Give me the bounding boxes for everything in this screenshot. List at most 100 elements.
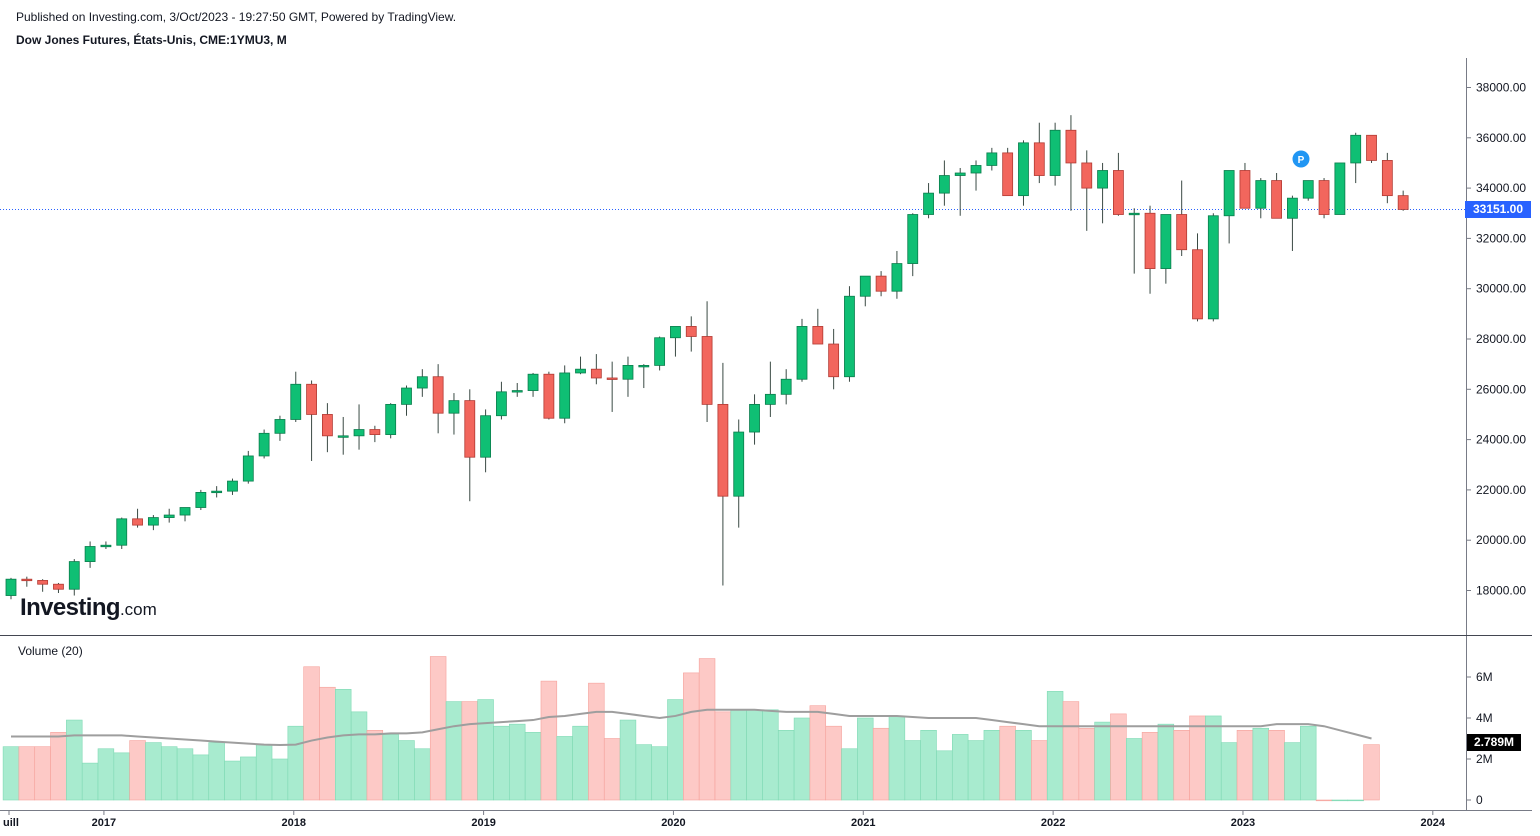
time-tick-label: 2024 [1421,817,1446,829]
candle-body [480,415,492,458]
volume-bar [841,748,858,801]
last-volume-badge: 2.789M [1467,734,1521,751]
candle-body [1255,180,1267,209]
candle-body [701,336,713,405]
volume-bar [635,744,653,801]
volume-bar [1173,729,1190,801]
volume-bar [936,750,953,801]
volume-bar [240,756,257,801]
candle-body [685,326,697,337]
candle-body [1381,160,1393,197]
volume-bar [793,717,811,801]
volume-bar [335,688,352,801]
volume-bar [97,748,115,801]
volume-bar [509,723,526,801]
candle-body [717,403,729,497]
candle-body [179,507,191,516]
volume-bar [1205,715,1222,801]
candle-body [116,518,128,546]
volume-bar [920,729,937,801]
candle-body [353,429,365,437]
volume-bar [224,760,241,801]
published-info: Published on Investing.com, 3/Oct/2023 -… [16,10,457,24]
volume-bar [1157,723,1175,801]
volume-bar [414,748,431,801]
volume-bar [398,740,415,801]
volume-bar [888,715,906,801]
candle-body [590,368,602,379]
candle-body [575,368,586,374]
candle-body [511,390,523,393]
time-tick-label: uill [3,817,19,829]
candle-body [21,578,33,582]
time-tick-label: 2019 [471,817,495,829]
volume-bar [66,719,83,801]
candle-body [195,492,207,508]
volume-axis: 0 2M 4M 6M [1466,670,1493,807]
volume-bar [287,725,304,801]
volume-bar [1331,799,1349,802]
logo-suffix: .com [119,600,157,619]
volume-bar [445,701,463,801]
candle-body [100,544,112,548]
volume-bar [303,666,320,801]
volume-bar [192,754,210,801]
volume-tick-label: 0 [1476,793,1483,807]
candle-body [163,514,175,518]
candle-body [859,275,871,297]
volume-bar [1268,729,1285,801]
candle-body [1033,142,1045,176]
volume-bar [50,732,67,801]
volume-bar [698,658,716,801]
candle-body [68,561,80,590]
volume-bar [777,729,795,801]
volume-bar [161,746,178,801]
price-tick-label: 22000.00 [1476,483,1526,497]
volume-bar [1062,701,1080,801]
volume-bar [461,701,478,801]
volume-bar [857,717,874,801]
candle-body [527,373,539,391]
volume-bar [714,711,732,801]
candle-body [1302,180,1314,199]
volume-bar [1300,725,1317,801]
volume-bar [477,699,494,801]
candle-body [227,480,238,492]
volume-bar [1046,691,1064,801]
volume-bar [1126,738,1143,801]
candle-body [385,403,397,435]
volume-ma-line [11,708,1372,747]
time-tick-label: 2021 [851,817,875,829]
volume-bar [603,738,621,801]
candle-body [780,378,792,395]
time-tick-label: 2022 [1041,817,1065,829]
candle-body [37,580,49,585]
candle-body [321,414,333,437]
volume-bar [1315,799,1333,802]
volume-bar [2,746,20,801]
candle-body [764,393,776,405]
volume-bar [825,725,842,801]
candle-body [907,214,919,264]
candle-body [290,383,302,420]
volume-bar [1284,742,1301,801]
candle-body [369,429,381,435]
annotation-marker[interactable]: P [1292,150,1310,168]
candle-body [258,432,270,457]
logo-brand: Investing [20,594,121,621]
time-axis: uill 2017 2018 2019 2020 2021 2022 2023 2024 [3,810,1446,829]
volume-bar [999,725,1016,801]
candle-body [670,326,681,339]
candle-body [986,152,998,166]
candle-body [401,387,412,405]
candle-body [938,175,950,194]
volume-bar [366,729,384,801]
candle-body [733,431,745,497]
candle-body [242,455,254,482]
volume-bar [271,758,289,801]
candle-body [559,372,571,419]
candle-body [53,583,64,590]
candle-body [306,383,317,415]
time-tick-label: 2017 [92,817,116,829]
